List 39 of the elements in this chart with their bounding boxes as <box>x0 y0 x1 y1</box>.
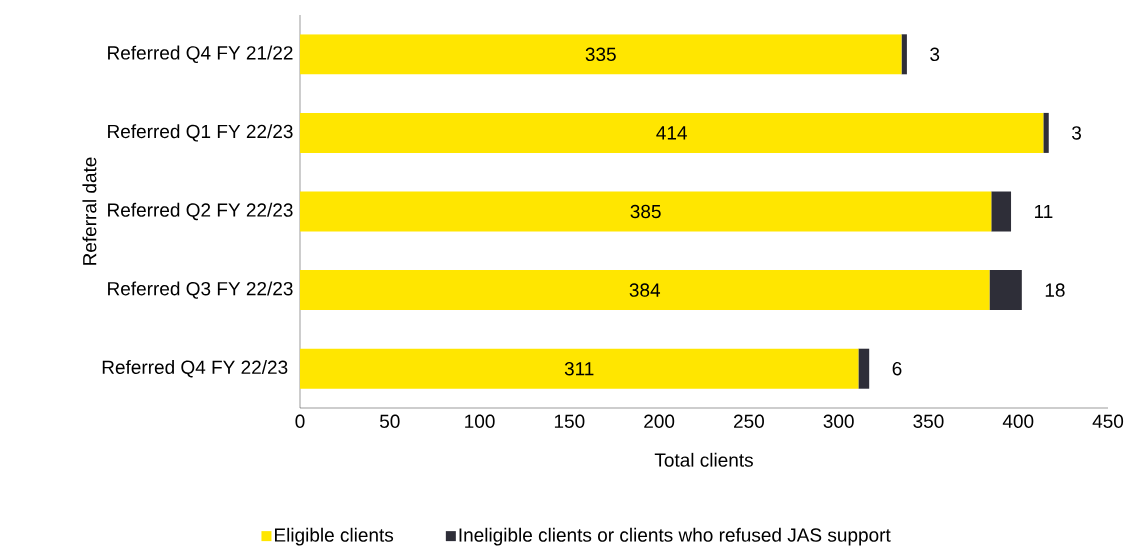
data-label: 384 <box>629 283 661 297</box>
y-axis-title: Referral date <box>82 157 97 265</box>
data-label: 414 <box>656 126 687 140</box>
data-label: 3 <box>1072 126 1082 140</box>
y-tick-label: Referred Q4 FY 21/22 <box>108 45 293 63</box>
y-tick-label: Referred Q3 FY 22/23 <box>108 281 293 299</box>
data-label: 311 <box>564 361 594 376</box>
bar <box>901 34 907 75</box>
y-tick-label: Referred Q1 FY 22/23 <box>108 124 293 142</box>
x-tick-label: 450 <box>1092 414 1124 428</box>
bar <box>989 270 1022 311</box>
x-tick-label: 100 <box>465 414 495 428</box>
x-tick-label: 150 <box>554 414 585 428</box>
bar <box>300 348 859 389</box>
data-label: 3 <box>930 47 940 62</box>
x-tick-label: 350 <box>913 414 944 428</box>
bar <box>991 191 1012 232</box>
bar <box>300 191 992 232</box>
x-tick-label: 300 <box>823 414 854 428</box>
bar <box>1043 112 1049 153</box>
x-axis-title: Total clients <box>654 452 753 467</box>
data-label: 6 <box>892 361 902 376</box>
x-tick-label: 200 <box>644 414 675 428</box>
legend-label: Eligible clients <box>275 527 394 546</box>
y-tick-label: Referred Q2 FY 22/23 <box>108 202 293 221</box>
data-label: 385 <box>630 204 661 219</box>
data-label: 18 <box>1045 283 1065 297</box>
y-tick-label: Referred Q4 FY 22/23 <box>102 360 288 378</box>
x-tick-label: 50 <box>379 414 400 428</box>
data-label: 11 <box>1035 204 1053 219</box>
bar <box>858 348 870 389</box>
legend-label: Ineligible clients or clients who refused JAS support <box>459 527 891 546</box>
x-tick-label: 400 <box>1002 414 1034 428</box>
bar <box>300 270 990 311</box>
bar <box>300 112 1044 153</box>
x-tick-label: 250 <box>734 414 764 428</box>
bar <box>300 34 902 75</box>
data-label: 335 <box>585 47 616 62</box>
x-tick-label: 0 <box>295 414 305 428</box>
